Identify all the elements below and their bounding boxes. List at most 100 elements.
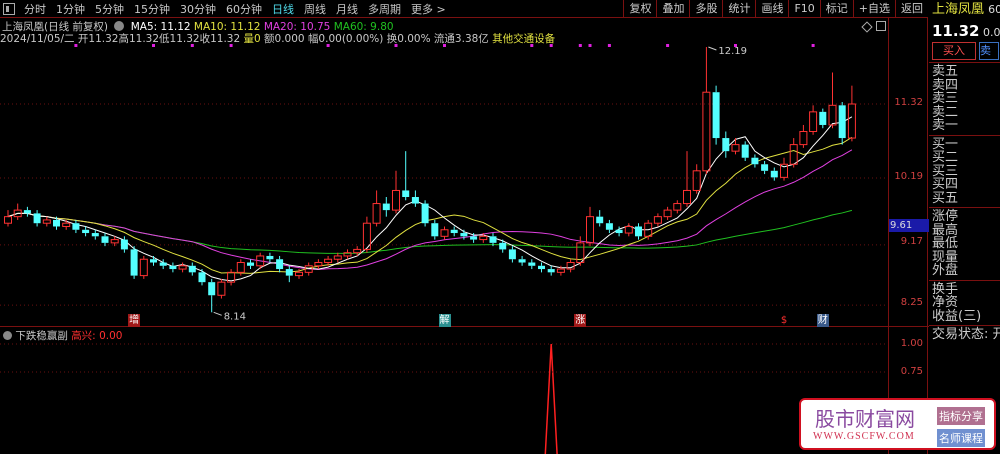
event-marker[interactable]: 增 [128, 314, 141, 327]
quote-row-label: 涨停 [932, 209, 959, 224]
tab-period[interactable]: 1分钟 [56, 2, 85, 16]
sector[interactable]: 其他交通设备 [492, 33, 556, 45]
candle-body [353, 248, 362, 254]
candle-body [276, 259, 284, 270]
candle-body [62, 222, 71, 227]
candle-body [42, 219, 51, 224]
signal-dot [326, 44, 330, 47]
toolbar-button[interactable]: 叠加 [656, 0, 689, 18]
candle-body [178, 265, 187, 270]
candle-body [139, 258, 148, 277]
ma20-line [7, 149, 853, 271]
toolbar-button[interactable]: 标记 [819, 0, 853, 18]
candle-body [72, 223, 80, 230]
candle-body [198, 272, 206, 283]
layout-icon[interactable] [876, 21, 886, 31]
indicator-line [544, 343, 558, 454]
signal-dot [394, 44, 398, 47]
quote-row-label: 卖三 [932, 91, 959, 106]
axis-label: 8.25 [900, 297, 923, 308]
quote-row-label: 卖四 [932, 77, 959, 93]
candle-body [208, 282, 216, 296]
candle-body [508, 249, 516, 260]
candle-body [266, 255, 274, 260]
sell-button[interactable]: 卖 [979, 42, 999, 60]
tab-period[interactable]: 日线 [272, 2, 294, 16]
axis-label: 1.00 [900, 338, 923, 349]
candle-body [770, 170, 778, 178]
last-price: 11.32 [932, 22, 980, 40]
event-marker[interactable]: 涨 [574, 314, 587, 327]
stock-title: 上海凤凰(日线 前复权) [2, 21, 109, 33]
toolbar-button[interactable]: 返回 [895, 0, 928, 18]
tab-period[interactable]: 多周期 [368, 2, 401, 16]
stock-name: 上海凤凰 [932, 2, 985, 17]
price-axis: 11.32 10.19 9.17 8.25 9.61 1.00 0.75 [888, 18, 929, 454]
tab-period[interactable]: 更多 > [411, 2, 446, 16]
signal-dot [443, 44, 446, 47]
candle-body [392, 189, 400, 211]
annotation-pointer [708, 46, 717, 51]
signal-dot [229, 44, 233, 47]
candle-body [440, 229, 449, 237]
candle-body [751, 157, 759, 165]
tab-period[interactable]: 周线 [304, 2, 326, 16]
quote-row-label: 买五 [932, 190, 959, 206]
buy-button[interactable]: 买入 [932, 42, 976, 60]
annotation-pointer [213, 311, 222, 316]
tag-indicator-share[interactable]: 指标分享 [937, 407, 985, 425]
candle-body [653, 216, 662, 224]
toolbar-button[interactable]: 多股 [689, 0, 722, 18]
ma10-value: MA10: 11.12 [193, 21, 261, 33]
candle-body [236, 262, 245, 273]
toolbar-button[interactable]: 复权 [623, 0, 656, 18]
tab-period[interactable]: 月线 [336, 2, 358, 16]
signal-dot [811, 44, 815, 47]
candle-body [333, 255, 342, 260]
quote-row-label: 买四 [932, 177, 959, 192]
tab-period[interactable]: 60分钟 [226, 2, 262, 16]
candle-body [789, 144, 798, 165]
tab-period[interactable]: 5分钟 [95, 2, 124, 16]
settings-icon[interactable] [114, 21, 125, 31]
candle-body [566, 262, 575, 270]
candle-body [120, 239, 128, 250]
candle-body [169, 265, 177, 270]
event-marker[interactable]: 财 [816, 314, 829, 327]
quote-row-label: 买三 [932, 163, 959, 179]
current-price-tag: 9.61 [889, 219, 929, 232]
tab-period[interactable]: 分时 [24, 2, 46, 16]
toolbar-button[interactable]: 统计 [722, 0, 755, 18]
event-marker[interactable]: $ [780, 315, 788, 326]
tab-period[interactable]: 15分钟 [134, 2, 170, 16]
event-marker[interactable]: 解 [438, 314, 451, 327]
candle-body [256, 255, 265, 267]
kline-chart[interactable]: 12.19 8.14 [0, 0, 888, 454]
ma10-line [7, 136, 853, 274]
toolbar-button[interactable]: 画线 [755, 0, 788, 18]
signal-dot [588, 44, 592, 47]
chevron-down-icon[interactable] [3, 331, 12, 340]
signal-dot [607, 44, 611, 47]
indicator-name: 下跌稳赢副 [15, 330, 68, 342]
candle-body [382, 203, 390, 211]
candle-body [692, 170, 701, 191]
tag-master-course[interactable]: 名师课程 [937, 429, 985, 447]
candle-body [411, 197, 419, 204]
toolbar-button[interactable]: F10 [788, 0, 819, 18]
amount: 额0.000 [264, 33, 305, 45]
panel-toggle-icon[interactable] [3, 2, 15, 15]
signal-dot [530, 44, 534, 47]
candle-body [188, 265, 196, 273]
candle-body [4, 216, 12, 224]
candle-body [362, 222, 371, 250]
quote-row-label: 卖一 [932, 118, 959, 133]
candle-body [33, 213, 41, 224]
tab-period[interactable]: 30分钟 [180, 2, 216, 16]
quote-row-label: 最低 [932, 236, 959, 251]
candle-body [343, 252, 352, 257]
toolbar-button[interactable]: +自选 [852, 0, 895, 18]
candle-body [150, 259, 157, 263]
quote-row-label: 净资 [932, 295, 959, 310]
ma5-line [7, 116, 853, 282]
